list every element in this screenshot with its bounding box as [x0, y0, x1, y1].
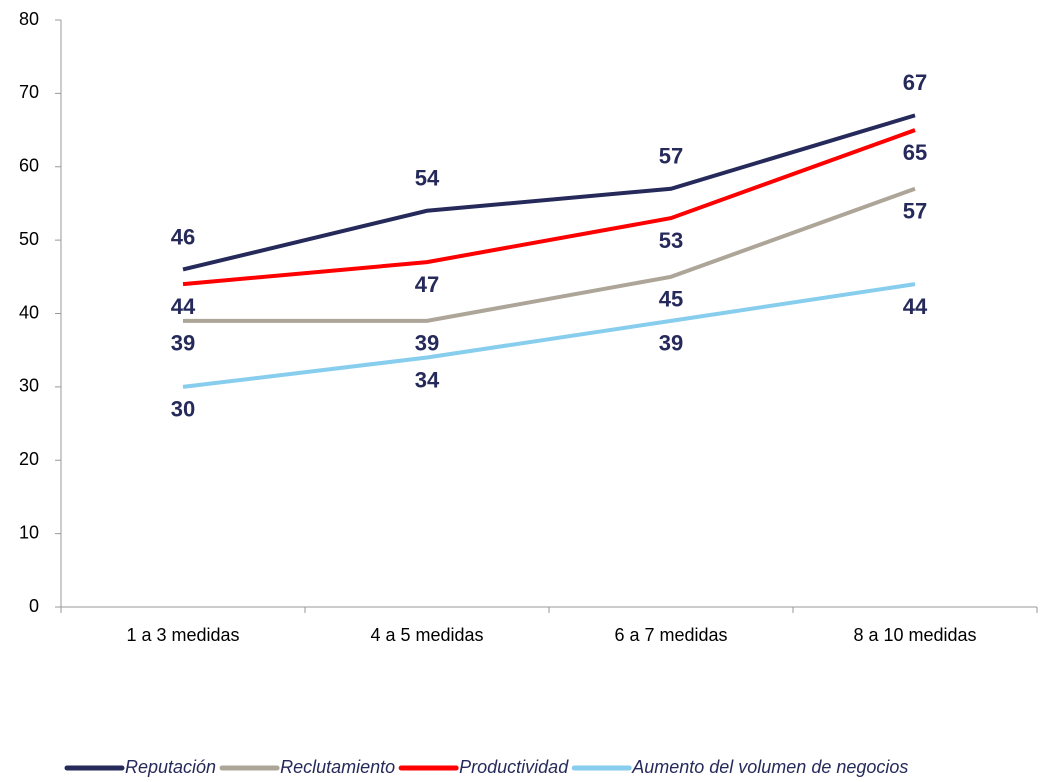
data-label: 44	[171, 294, 196, 319]
series-line	[183, 186, 916, 323]
data-label: 57	[659, 144, 683, 169]
data-label: 30	[171, 397, 195, 422]
x-tick-label: 4 a 5 medidas	[370, 625, 483, 645]
x-tick-label: 6 a 7 medidas	[614, 625, 727, 645]
data-label: 39	[659, 331, 683, 356]
data-label: 39	[171, 331, 195, 356]
legend-label: Productividad	[459, 757, 569, 777]
data-label: 57	[903, 199, 927, 224]
x-tick-label: 1 a 3 medidas	[126, 625, 239, 645]
legend-label: Aumento del volumen de negocios	[631, 757, 908, 777]
y-tick-label: 40	[19, 302, 39, 322]
data-label: 47	[415, 272, 439, 297]
y-tick-label: 50	[19, 229, 39, 249]
series-line	[182, 128, 916, 287]
y-tick-label: 70	[19, 82, 39, 102]
y-tick-label: 80	[19, 9, 39, 29]
series-line	[182, 282, 916, 389]
data-label: 67	[903, 70, 927, 95]
y-tick-label: 20	[19, 449, 39, 469]
y-tick-label: 30	[19, 376, 39, 396]
x-tick-label: 8 a 10 medidas	[853, 625, 976, 645]
legend-label: Reclutamiento	[280, 757, 395, 777]
y-tick-label: 10	[19, 522, 39, 542]
series-line	[182, 113, 916, 272]
data-label: 65	[903, 140, 927, 165]
y-tick-label: 0	[29, 596, 39, 616]
data-label: 53	[659, 228, 683, 253]
y-tick-label: 60	[19, 156, 39, 176]
data-label: 44	[903, 294, 928, 319]
data-label: 34	[415, 367, 440, 392]
data-label: 46	[171, 224, 195, 249]
data-label: 54	[415, 166, 440, 191]
legend-label: Reputación	[125, 757, 216, 777]
data-label: 39	[415, 331, 439, 356]
data-label: 45	[659, 287, 683, 312]
